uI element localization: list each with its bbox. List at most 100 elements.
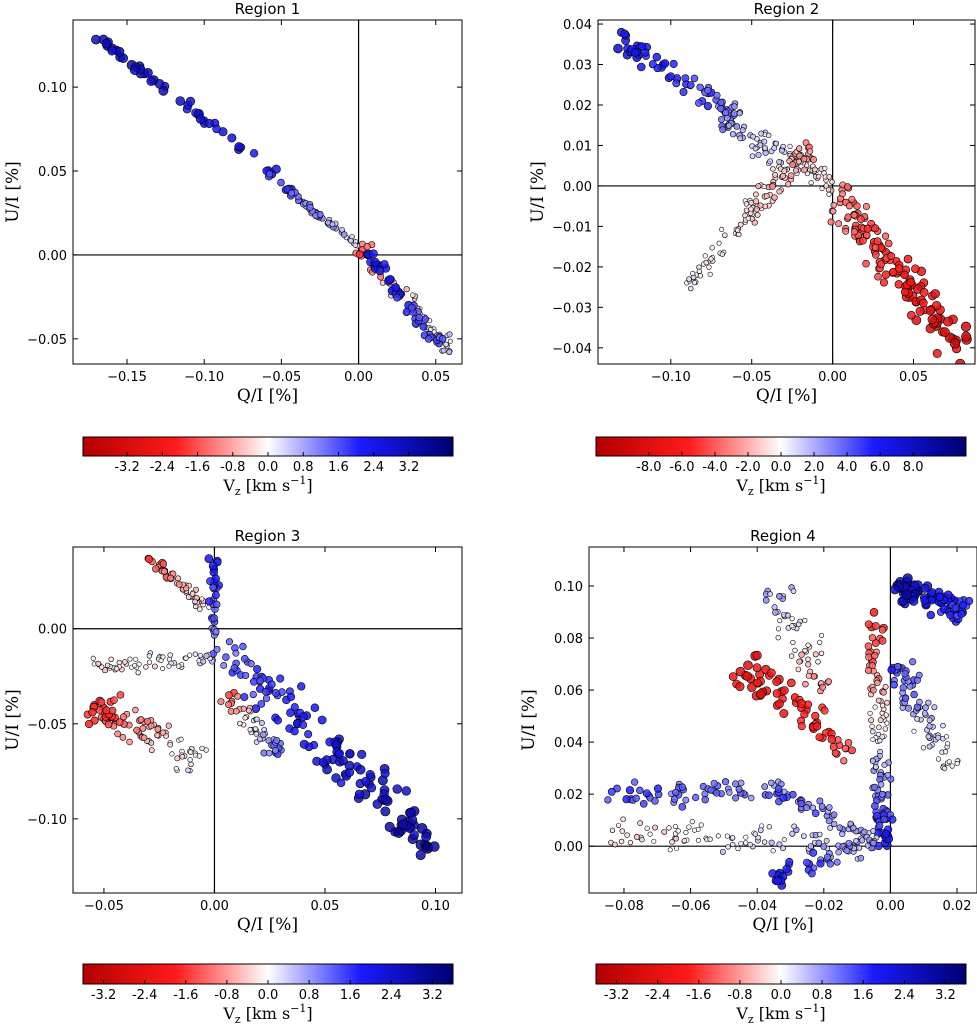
data-point (204, 554, 214, 564)
data-point (119, 734, 127, 741)
data-point (409, 830, 419, 840)
data-point (675, 828, 681, 834)
colorbar-tick-label: 3.2 (935, 988, 956, 1003)
data-point (609, 827, 616, 834)
data-point (819, 185, 825, 192)
data-point (174, 755, 181, 762)
data-point (795, 158, 802, 165)
data-point (260, 731, 267, 738)
x-axis-label: Q/I [%] (237, 386, 298, 406)
data-point (116, 691, 125, 699)
data-point (935, 592, 945, 602)
data-point (167, 652, 173, 658)
data-point (865, 653, 873, 661)
data-point (816, 859, 825, 868)
data-point (833, 858, 841, 866)
data-point (752, 650, 762, 660)
data-point (844, 739, 853, 747)
data-point (789, 616, 795, 622)
data-point (318, 757, 328, 767)
data-point (661, 828, 668, 835)
data-point (666, 825, 672, 831)
data-point (774, 785, 783, 793)
plot-frame (72, 546, 463, 894)
data-point (195, 114, 206, 124)
data-point (652, 824, 658, 831)
data-point (205, 597, 214, 606)
data-point (951, 604, 960, 613)
data-point (930, 289, 940, 299)
data-point (883, 712, 889, 718)
data-point (240, 693, 249, 702)
data-points (91, 34, 453, 356)
data-point (752, 191, 759, 198)
data-point (188, 749, 194, 755)
data-point (805, 642, 811, 648)
data-point (691, 827, 698, 833)
data-point (147, 722, 155, 730)
data-point (926, 743, 933, 750)
data-point (730, 835, 736, 841)
data-point (97, 698, 106, 707)
data-point (841, 744, 849, 752)
data-point (642, 789, 651, 798)
data-point (651, 797, 659, 805)
plot-frame (72, 19, 463, 365)
data-point (447, 338, 453, 344)
data-point (808, 179, 814, 186)
data-point (920, 745, 926, 751)
data-point (868, 662, 876, 670)
data-point (881, 829, 891, 839)
data-point (940, 327, 950, 337)
data-point (731, 103, 738, 110)
data-point (88, 708, 97, 717)
data-point (633, 833, 640, 840)
data-point (416, 823, 428, 834)
data-point (910, 690, 918, 699)
y-tick-label: −0.10 (27, 813, 67, 828)
data-point (241, 655, 249, 663)
data-point (802, 680, 809, 688)
data-point (785, 181, 792, 188)
data-point (818, 650, 825, 656)
data-point (721, 778, 730, 786)
data-point (415, 313, 423, 322)
data-point (724, 833, 730, 839)
plot-frame (597, 19, 976, 365)
x-tick-label: 0.00 (876, 899, 905, 914)
data-point (624, 832, 630, 838)
data-point (811, 809, 820, 818)
data-point (820, 706, 829, 715)
data-point (878, 636, 887, 645)
data-point (288, 189, 296, 197)
data-point (857, 854, 865, 862)
data-point (252, 726, 259, 732)
data-point (829, 742, 838, 751)
data-point (752, 663, 762, 673)
data-point (743, 840, 749, 846)
data-point (137, 716, 145, 723)
data-point (743, 207, 750, 214)
data-point (120, 713, 128, 721)
data-point (673, 845, 680, 851)
data-point (90, 655, 96, 661)
data-point (888, 815, 897, 824)
data-point (167, 741, 173, 748)
data-point (403, 286, 410, 293)
data-point (618, 838, 625, 845)
data-point (752, 831, 759, 837)
data-point (761, 839, 768, 845)
data-point (900, 287, 910, 297)
data-point (745, 215, 751, 221)
data-point (789, 161, 797, 168)
data-point (165, 722, 172, 729)
data-point (765, 791, 773, 800)
data-point (843, 183, 852, 191)
data-point (787, 172, 795, 180)
data-point (767, 591, 773, 597)
data-point (715, 833, 721, 839)
data-point (770, 848, 776, 854)
data-point (222, 653, 230, 661)
x-tick-label: −0.08 (604, 899, 644, 914)
data-point (871, 250, 880, 259)
